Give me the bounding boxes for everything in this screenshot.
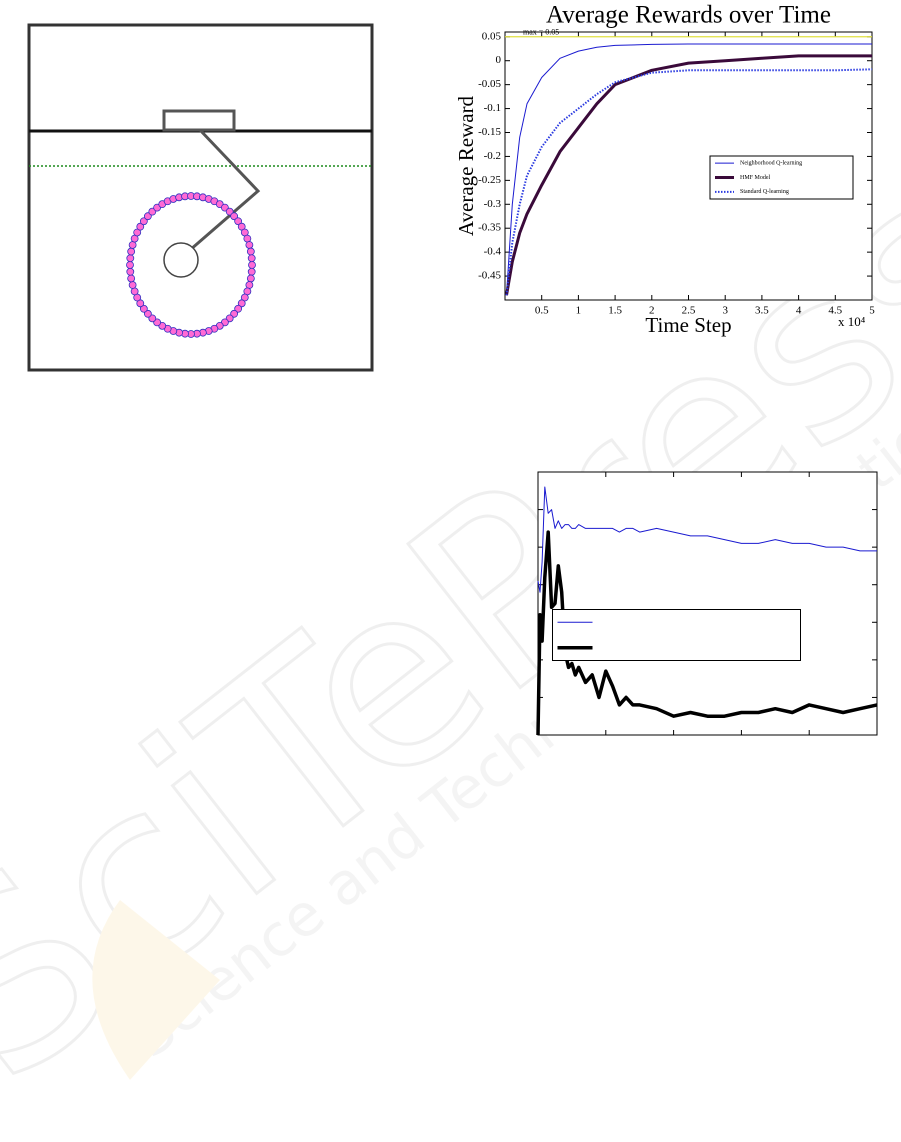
- arm-links: [189, 128, 261, 252]
- legend-label: Standard Q-learning: [740, 189, 789, 195]
- y-tick-label: -0.3: [484, 198, 502, 210]
- x-tick-label: 3.5: [755, 305, 769, 317]
- y-tick-label: -0.2: [484, 150, 501, 162]
- y-tick-label: -0.35: [478, 222, 501, 234]
- trajectory-dot: [246, 247, 255, 256]
- x-tick-label: 2: [649, 305, 655, 317]
- reference-label: max = 0.05: [523, 28, 559, 37]
- series-line: [537, 486, 877, 593]
- trajectory-dot: [136, 222, 145, 231]
- trajectory-dot: [126, 261, 134, 269]
- trajectory-dot: [234, 217, 243, 226]
- trajectory-dot: [127, 274, 136, 283]
- y-tick-label: -0.15: [478, 126, 501, 138]
- chart-title: Average Rewards over Time: [546, 2, 831, 29]
- diagram-frame: [27, 23, 374, 372]
- chart: Average Rewards over Time 0.05 0 -0.05 -0.1 -…: [454, 2, 875, 337]
- series-line: [505, 54, 872, 296]
- x-tick-label: 3: [722, 305, 728, 317]
- chart: [536, 471, 878, 736]
- trajectory-dot: [245, 241, 254, 249]
- arm-diagram: [27, 23, 374, 372]
- trajectory-dot: [246, 274, 255, 283]
- series-line: [536, 530, 878, 736]
- trajectory-dot: [234, 304, 243, 313]
- plot-frame: [537, 471, 878, 736]
- legend-label: HMF Model: [740, 175, 771, 181]
- trajectory-dot: [243, 234, 252, 243]
- series-line: [506, 43, 872, 296]
- trajectory-dots: [126, 192, 256, 338]
- trajectory-dot: [247, 254, 256, 263]
- trajectory-dot: [230, 212, 239, 221]
- x-tick-label: 4.5: [828, 305, 842, 317]
- x-scale-label: x 10⁴: [838, 314, 866, 329]
- y-tick-label: 0.05: [482, 30, 502, 42]
- legend-box: [552, 609, 801, 661]
- trajectory-dot: [139, 217, 148, 226]
- legend-label: Neighborhood Q-learning: [740, 161, 802, 167]
- x-tick-label: 1: [576, 305, 582, 317]
- trajectory-dot: [248, 261, 256, 269]
- trajectory-dot: [245, 281, 254, 289]
- trajectory-dot: [237, 299, 246, 308]
- y-axis-label: Average Reward: [454, 95, 478, 236]
- x-tick-label: 2.5: [682, 305, 696, 317]
- trajectory-dot: [143, 309, 152, 318]
- y-tick-label: -0.45: [478, 270, 501, 282]
- trajectory-dot: [128, 281, 137, 289]
- x-tick-label: 5: [869, 305, 875, 317]
- trajectory-dot: [130, 287, 139, 296]
- y-tick-label: -0.25: [478, 174, 501, 186]
- y-tick-label: -0.4: [484, 246, 502, 258]
- watermark-swoosh: [92, 900, 220, 1080]
- x-tick-label: 1.5: [608, 305, 622, 317]
- trajectory-dot: [126, 254, 135, 263]
- trajectory-dot: [126, 267, 135, 276]
- arm-joint: [163, 242, 199, 278]
- y-tick-label: -0.1: [484, 102, 501, 114]
- trajectory-dot: [139, 304, 148, 313]
- x-tick-label: 0.5: [535, 305, 549, 317]
- x-axis-label: Time Step: [645, 313, 731, 337]
- trajectory-dot: [247, 267, 256, 276]
- trajectory-dot: [127, 247, 136, 256]
- x-tick-label: 4: [796, 305, 802, 317]
- y-tick-label: 0: [496, 54, 502, 66]
- arm-base: [162, 109, 236, 132]
- y-tick-label: -0.05: [478, 78, 501, 90]
- trajectory-dot: [128, 241, 137, 249]
